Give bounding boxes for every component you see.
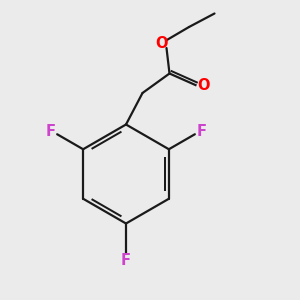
Text: O: O (197, 78, 209, 93)
Text: F: F (196, 124, 206, 139)
Text: O: O (155, 36, 167, 51)
Text: F: F (121, 253, 131, 268)
Text: F: F (46, 124, 56, 139)
